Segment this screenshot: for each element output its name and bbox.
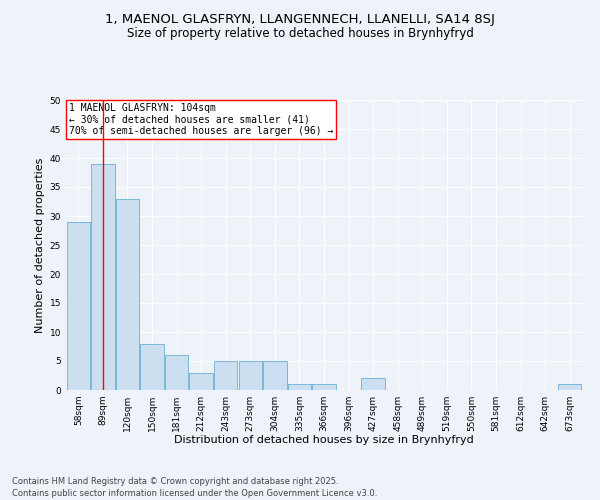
- Bar: [288, 384, 311, 390]
- Bar: [190, 372, 213, 390]
- Text: 1, MAENOL GLASFRYN, LLANGENNECH, LLANELLI, SA14 8SJ: 1, MAENOL GLASFRYN, LLANGENNECH, LLANELL…: [105, 12, 495, 26]
- X-axis label: Distribution of detached houses by size in Brynhyfryd: Distribution of detached houses by size …: [174, 436, 474, 446]
- Y-axis label: Number of detached properties: Number of detached properties: [35, 158, 46, 332]
- Bar: [361, 378, 385, 390]
- Bar: [91, 164, 115, 390]
- Bar: [239, 361, 262, 390]
- Bar: [140, 344, 164, 390]
- Bar: [165, 355, 188, 390]
- Text: 1 MAENOL GLASFRYN: 104sqm
← 30% of detached houses are smaller (41)
70% of semi-: 1 MAENOL GLASFRYN: 104sqm ← 30% of detac…: [68, 103, 333, 136]
- Bar: [313, 384, 335, 390]
- Bar: [214, 361, 238, 390]
- Bar: [116, 198, 139, 390]
- Bar: [263, 361, 287, 390]
- Bar: [67, 222, 90, 390]
- Bar: [558, 384, 581, 390]
- Text: Size of property relative to detached houses in Brynhyfryd: Size of property relative to detached ho…: [127, 28, 473, 40]
- Text: Contains HM Land Registry data © Crown copyright and database right 2025.
Contai: Contains HM Land Registry data © Crown c…: [12, 476, 377, 498]
